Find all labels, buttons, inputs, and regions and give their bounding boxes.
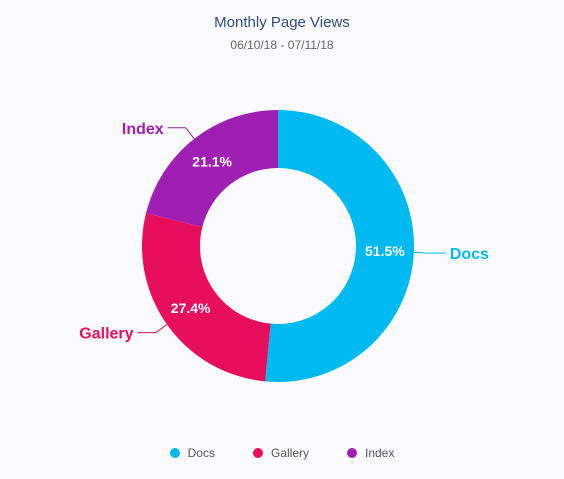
slice-docs[interactable]: [265, 110, 415, 383]
connector-docs: [413, 251, 446, 254]
chart-title: Monthly Page Views: [214, 14, 350, 31]
legend-item-index[interactable]: Index: [347, 446, 394, 460]
slice-label-gallery: 27.4%: [171, 300, 211, 316]
slice-label-index: 21.1%: [192, 154, 232, 170]
category-label-gallery: Gallery: [79, 326, 133, 343]
legend-item-docs[interactable]: Docs: [169, 446, 215, 460]
category-label-docs: Docs: [450, 246, 489, 263]
slice-label-docs: 51.5%: [365, 243, 405, 259]
connector-index: [167, 127, 195, 140]
connector-gallery: [137, 324, 168, 334]
chart-subtitle: 06/10/18 - 07/11/18: [230, 38, 334, 52]
legend-label-docs: Docs: [187, 446, 215, 460]
category-label-index: Index: [122, 121, 164, 138]
legend-label-index: Index: [365, 446, 395, 460]
legend-swatch-gallery: [252, 448, 263, 458]
legend-item-gallery[interactable]: Gallery: [252, 446, 309, 460]
legend-label-gallery: Gallery: [270, 446, 309, 460]
legend-swatch-index: [347, 448, 357, 458]
slice-gallery[interactable]: [141, 213, 271, 382]
chart-legend: Docs Gallery Index: [0, 446, 564, 460]
legend-swatch-docs: [169, 448, 180, 458]
slice-index[interactable]: [146, 110, 278, 228]
